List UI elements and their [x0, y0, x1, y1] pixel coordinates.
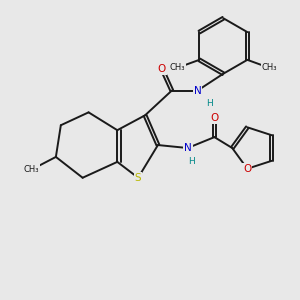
- Text: S: S: [135, 173, 141, 183]
- Text: CH₃: CH₃: [23, 165, 39, 174]
- Text: N: N: [194, 85, 201, 96]
- Text: N: N: [184, 143, 191, 153]
- Text: O: O: [158, 64, 166, 74]
- Text: H: H: [206, 99, 213, 108]
- Text: CH₃: CH₃: [170, 63, 185, 72]
- Text: O: O: [243, 164, 251, 174]
- Text: H: H: [188, 158, 195, 166]
- Text: CH₃: CH₃: [261, 63, 277, 72]
- Text: O: O: [210, 113, 218, 123]
